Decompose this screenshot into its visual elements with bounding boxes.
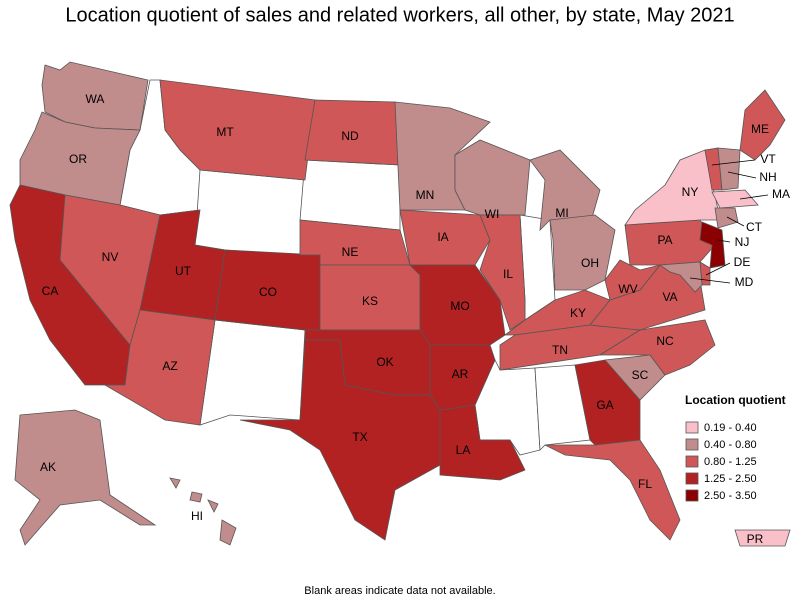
state-shape [103, 309, 216, 426]
legend-label: 0.40 - 0.80 [704, 439, 757, 451]
leader-line [705, 262, 731, 276]
state-label: NH [759, 170, 776, 184]
state-label: MI [555, 206, 568, 220]
state-shape [624, 149, 721, 226]
state-label: NY [682, 185, 699, 199]
legend-swatch [685, 489, 699, 502]
state-shape [199, 319, 306, 426]
leader-lines [689, 159, 769, 284]
state-shape [734, 529, 791, 547]
map-title: Location quotient of sales and related w… [65, 4, 734, 26]
leader-line [726, 216, 745, 227]
state-label: MT [216, 125, 234, 139]
state-label: NV [102, 250, 119, 264]
leader-line [711, 159, 756, 166]
state-shape [598, 319, 716, 376]
state-shape [544, 439, 681, 541]
state-label: LA [456, 443, 471, 457]
states [9, 61, 791, 547]
state-shape [439, 404, 526, 481]
state-label: WI [485, 207, 500, 221]
legend-swatch [685, 438, 699, 451]
state-label: KY [570, 306, 586, 320]
state-shape [534, 364, 591, 451]
state-shape [549, 214, 616, 291]
state-label: ME [751, 122, 769, 136]
state-shape [479, 214, 526, 331]
state-shape [194, 169, 306, 256]
state-label: NJ [735, 235, 750, 249]
state-shape [711, 189, 759, 209]
state-label: CO [259, 285, 277, 299]
state-shape [299, 159, 401, 231]
state-label: DE [734, 255, 751, 269]
legend: Location quotient 0.19 - 0.40 0.40 - 0.80… [685, 393, 786, 502]
legend-swatch [685, 455, 699, 468]
state-label: KS [362, 294, 378, 308]
island [219, 519, 237, 546]
state-label: PR [747, 532, 764, 546]
state-label: OK [376, 355, 393, 369]
legend-swatch [685, 472, 699, 485]
state-shape [14, 409, 157, 546]
footnote: Blank areas indicate data not available. [304, 585, 495, 597]
state-shape [454, 139, 531, 216]
leader-line [717, 239, 731, 243]
state-label: TX [352, 430, 367, 444]
island [189, 491, 203, 503]
state-shape [714, 207, 739, 229]
legend-title: Location quotient [685, 393, 786, 407]
state-label: GA [596, 398, 613, 412]
state-label: ND [341, 129, 359, 143]
legend-label: 1.25 - 2.50 [704, 473, 757, 485]
leader-line [727, 171, 757, 179]
state-label: IL [503, 267, 513, 281]
state-label: CT [746, 220, 763, 234]
state-label: AR [452, 367, 469, 381]
state-label: VA [662, 290, 677, 304]
island [207, 499, 219, 513]
state-label: MD [735, 275, 754, 289]
state-label: MA [772, 187, 790, 201]
state-labels: WA OR CA NV MT UT AZ CO ND NE KS OK TX M… [40, 92, 790, 546]
state-label: NC [656, 334, 674, 348]
state-label: FL [638, 477, 652, 491]
state-label: PA [657, 233, 672, 247]
state-label: AK [40, 460, 56, 474]
state-label: NE [342, 245, 359, 259]
legend-label: 0.80 - 1.25 [704, 456, 757, 468]
state-label: WA [86, 92, 105, 106]
state-shape [658, 261, 703, 293]
state-label: OH [581, 256, 599, 270]
state-shape [399, 209, 491, 266]
legend-label: 0.19 - 0.40 [704, 422, 757, 434]
leader-line [739, 194, 769, 200]
island [169, 477, 181, 489]
state-shape [239, 339, 441, 541]
state-label: UT [175, 264, 192, 278]
state-label: MN [416, 188, 435, 202]
state-label: HI [191, 509, 203, 523]
state-label: OR [69, 152, 87, 166]
state-label: IA [437, 230, 448, 244]
state-label: SC [632, 368, 649, 382]
state-shape [717, 147, 741, 191]
legend-label: 2.50 - 3.50 [704, 490, 757, 502]
legend-swatch [685, 421, 699, 434]
state-label: MO [450, 299, 469, 313]
state-label: WV [618, 282, 637, 296]
leader-line [689, 277, 731, 284]
state-label: CA [42, 284, 59, 298]
state-shape [169, 477, 237, 546]
state-label: AZ [162, 359, 177, 373]
state-label: VT [760, 152, 776, 166]
state-label: TN [552, 343, 568, 357]
blank-states [119, 79, 591, 456]
